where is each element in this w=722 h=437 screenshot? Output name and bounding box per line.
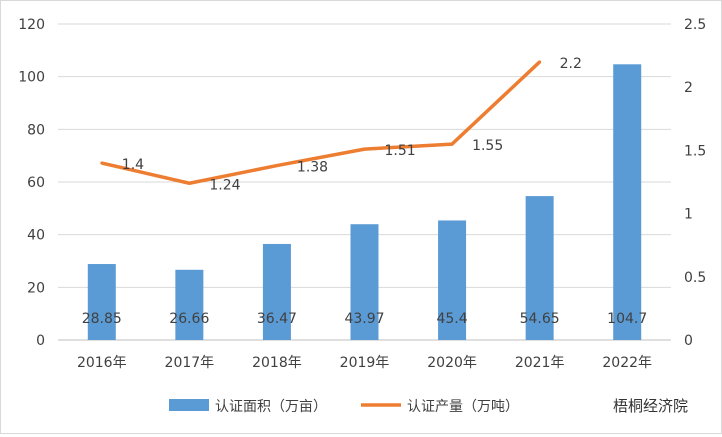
right-tick-label: 1.5	[684, 143, 706, 159]
line-data-label: 1.51	[385, 143, 416, 159]
left-tick-label: 40	[27, 228, 45, 244]
right-tick-label: 2.5	[684, 17, 706, 33]
right-tick-label: 1	[684, 207, 693, 223]
bar	[438, 220, 467, 340]
right-tick-label: 0	[684, 333, 693, 349]
left-tick-label: 60	[27, 175, 45, 191]
x-tick-label: 2019年	[340, 355, 390, 371]
watermark: 梧桐经济院	[613, 397, 688, 415]
line-point	[275, 164, 279, 168]
bar-data-label: 36.47	[257, 311, 297, 327]
left-tick-label: 20	[27, 280, 45, 296]
bar-data-label: 104.7	[607, 311, 647, 327]
bar	[613, 64, 642, 340]
x-tick-label: 2016年	[77, 355, 127, 371]
bar	[262, 243, 291, 340]
line-series	[101, 60, 541, 186]
bar	[87, 264, 116, 340]
left-tick-label: 80	[27, 122, 45, 138]
line-data-label: 1.24	[209, 177, 240, 193]
line-data-label: 1.38	[297, 160, 328, 176]
line-point	[100, 161, 104, 165]
legend-bar-label: 认证面积（万亩）	[215, 398, 327, 415]
right-tick-label: 2	[684, 80, 693, 96]
line-point	[187, 181, 191, 185]
line-point	[450, 142, 454, 146]
bar-data-label: 54.65	[520, 311, 560, 327]
x-tick-label: 2022年	[602, 355, 652, 371]
x-tick-label: 2018年	[252, 355, 302, 371]
x-tick-label: 2021年	[515, 355, 565, 371]
x-tick-label: 2017年	[165, 355, 215, 371]
line-point	[538, 60, 542, 64]
line-data-label: 1.55	[472, 138, 503, 154]
left-tick-label: 120	[18, 17, 45, 33]
line-point	[363, 147, 366, 151]
bar-data-label: 26.66	[169, 311, 209, 327]
legend-bar-swatch	[169, 399, 209, 411]
line-data-label: 2.2	[560, 56, 582, 72]
bar-data-label: 28.85	[82, 311, 122, 327]
bar	[350, 224, 379, 340]
line-data-label: 1.4	[122, 157, 144, 173]
bar-data-label: 43.97	[344, 311, 384, 327]
legend-line-label: 认证产量（万吨）	[407, 399, 519, 415]
left-tick-label: 0	[36, 333, 45, 349]
right-tick-label: 0.5	[684, 270, 706, 286]
bar-data-label: 45.4	[436, 311, 467, 327]
left-tick-label: 100	[18, 70, 45, 86]
bar	[525, 196, 554, 340]
x-tick-label: 2020年	[427, 355, 477, 371]
bar	[175, 269, 204, 340]
